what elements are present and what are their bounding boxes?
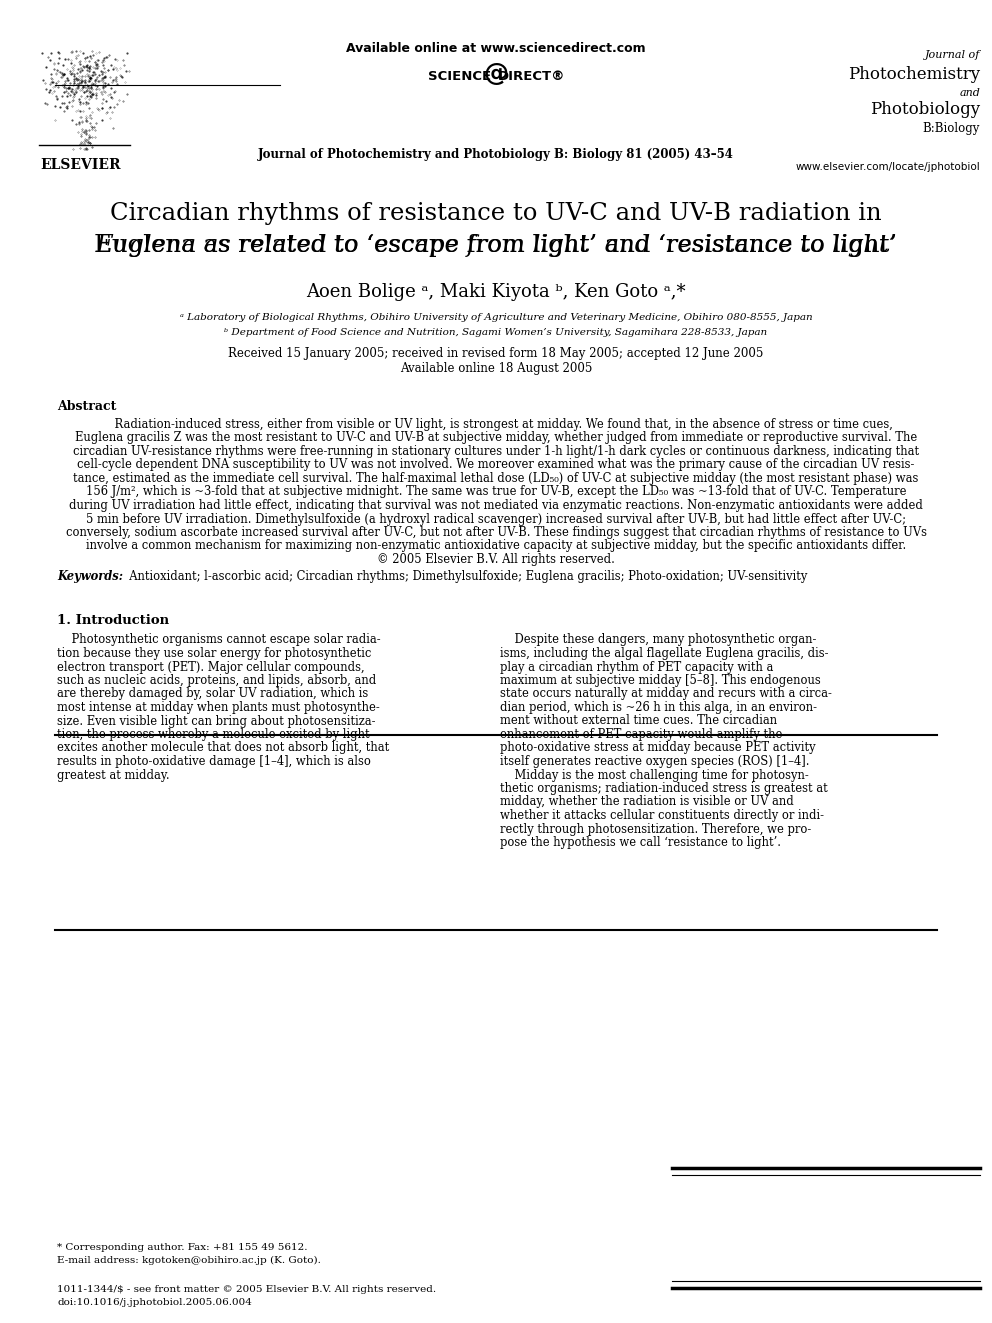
Text: conversely, sodium ascorbate increased survival after UV-C, but not after UV-B. : conversely, sodium ascorbate increased s… <box>65 527 927 538</box>
Text: Euglena gracilis Z was the most resistant to UV-C and UV-B at subjective midday,: Euglena gracilis Z was the most resistan… <box>74 431 918 445</box>
Text: enhancement of PET capacity would amplify the: enhancement of PET capacity would amplif… <box>500 728 783 741</box>
Text: electron transport (PET). Major cellular compounds,: electron transport (PET). Major cellular… <box>57 660 365 673</box>
Text: dian period, which is ~26 h in this alga, in an environ-: dian period, which is ~26 h in this alga… <box>500 701 817 714</box>
Text: www.elsevier.com/locate/jphotobiol: www.elsevier.com/locate/jphotobiol <box>796 161 980 172</box>
Text: circadian UV-resistance rhythms were free-running in stationary cultures under 1: circadian UV-resistance rhythms were fre… <box>73 445 919 458</box>
Text: tion, the process whereby a molecule excited by light: tion, the process whereby a molecule exc… <box>57 728 370 741</box>
Text: 156 J/m², which is ~3-fold that at subjective midnight. The same was true for UV: 156 J/m², which is ~3-fold that at subje… <box>85 486 907 499</box>
Text: Abstract: Abstract <box>57 400 116 413</box>
Text: ELSEVIER: ELSEVIER <box>40 157 120 172</box>
Text: excites another molecule that does not absorb light, that: excites another molecule that does not a… <box>57 741 389 754</box>
Text: ment without external time cues. The circadian: ment without external time cues. The cir… <box>500 714 777 728</box>
Text: size. Even visible light can bring about photosensitiza-: size. Even visible light can bring about… <box>57 714 376 728</box>
Text: such as nucleic acids, proteins, and lipids, absorb, and: such as nucleic acids, proteins, and lip… <box>57 673 376 687</box>
Text: during UV irradiation had little effect, indicating that survival was not mediat: during UV irradiation had little effect,… <box>69 499 923 512</box>
Text: tion because they use solar energy for photosynthetic: tion because they use solar energy for p… <box>57 647 371 660</box>
Text: are thereby damaged by, solar UV radiation, which is: are thereby damaged by, solar UV radiati… <box>57 688 368 700</box>
Text: E-mail address: kgotoken@obihiro.ac.jp (K. Goto).: E-mail address: kgotoken@obihiro.ac.jp (… <box>57 1256 320 1265</box>
Text: SCIENCE: SCIENCE <box>429 70 496 83</box>
Text: Received 15 January 2005; received in revised form 18 May 2005; accepted 12 June: Received 15 January 2005; received in re… <box>228 347 764 360</box>
Text: Photochemistry: Photochemistry <box>848 66 980 83</box>
Text: ᵇ Department of Food Science and Nutrition, Sagami Women’s University, Sagamihar: ᵇ Department of Food Science and Nutriti… <box>224 328 768 337</box>
Text: Journal of: Journal of <box>925 50 980 60</box>
Text: itself generates reactive oxygen species (ROS) [1–4].: itself generates reactive oxygen species… <box>500 755 809 767</box>
Text: maximum at subjective midday [5–8]. This endogenous: maximum at subjective midday [5–8]. This… <box>500 673 820 687</box>
Text: thetic organisms; radiation-induced stress is greatest at: thetic organisms; radiation-induced stre… <box>500 782 827 795</box>
Text: involve a common mechanism for maximizing non-enzymatic antioxidative capacity a: involve a common mechanism for maximizin… <box>86 540 906 553</box>
Text: Euglena as related to ‘escape from light’ and ‘resistance to light’: Euglena as related to ‘escape from light… <box>94 234 898 257</box>
Text: Available online 18 August 2005: Available online 18 August 2005 <box>400 363 592 374</box>
Text: doi:10.1016/j.jphotobiol.2005.06.004: doi:10.1016/j.jphotobiol.2005.06.004 <box>57 1298 252 1307</box>
Text: Circadian rhythms of resistance to UV-C and UV-B radiation in: Circadian rhythms of resistance to UV-C … <box>110 202 882 225</box>
Text: © 2005 Elsevier B.V. All rights reserved.: © 2005 Elsevier B.V. All rights reserved… <box>377 553 615 566</box>
Text: Journal of Photochemistry and Photobiology B: Biology 81 (2005) 43–54: Journal of Photochemistry and Photobiolo… <box>258 148 734 161</box>
Text: greatest at midday.: greatest at midday. <box>57 769 170 782</box>
Text: Aoen Bolige ᵃ, Maki Kiyota ᵇ, Ken Goto ᵃ,*: Aoen Bolige ᵃ, Maki Kiyota ᵇ, Ken Goto ᵃ… <box>307 283 685 302</box>
Text: Photobiology: Photobiology <box>870 101 980 118</box>
Text: photo-oxidative stress at midday because PET activity: photo-oxidative stress at midday because… <box>500 741 815 754</box>
Text: 1011-1344/$ - see front matter © 2005 Elsevier B.V. All rights reserved.: 1011-1344/$ - see front matter © 2005 El… <box>57 1285 436 1294</box>
Text: most intense at midday when plants must photosynthe-: most intense at midday when plants must … <box>57 701 380 714</box>
Text: Available online at www.sciencedirect.com: Available online at www.sciencedirect.co… <box>346 42 646 56</box>
Text: Keywords:: Keywords: <box>57 570 123 583</box>
Text: Radiation-induced stress, either from visible or UV light, is strongest at midda: Radiation-induced stress, either from vi… <box>99 418 893 431</box>
Text: isms, including the algal flagellate Euglena gracilis, dis-: isms, including the algal flagellate Eug… <box>500 647 828 660</box>
Text: Photosynthetic organisms cannot escape solar radia-: Photosynthetic organisms cannot escape s… <box>57 634 381 647</box>
Text: DIRECT®: DIRECT® <box>498 70 565 83</box>
Text: whether it attacks cellular constituents directly or indi-: whether it attacks cellular constituents… <box>500 808 824 822</box>
Text: state occurs naturally at midday and recurs with a circa-: state occurs naturally at midday and rec… <box>500 688 832 700</box>
Text: @: @ <box>483 62 509 86</box>
Text: Despite these dangers, many photosynthetic organ-: Despite these dangers, many photosynthet… <box>500 634 816 647</box>
Text: 1. Introduction: 1. Introduction <box>57 614 169 627</box>
Text: midday, whether the radiation is visible or UV and: midday, whether the radiation is visible… <box>500 795 794 808</box>
Text: and: and <box>959 89 980 98</box>
Text: cell-cycle dependent DNA susceptibility to UV was not involved. We moreover exam: cell-cycle dependent DNA susceptibility … <box>77 459 915 471</box>
Text: results in photo-oxidative damage [1–4], which is also: results in photo-oxidative damage [1–4],… <box>57 755 371 767</box>
Text: Antioxidant; l-ascorbic acid; Circadian rhythms; Dimethylsulfoxide; Euglena grac: Antioxidant; l-ascorbic acid; Circadian … <box>122 570 807 583</box>
Text: Euglena as related to ‘escape from light’ and ‘resistance to light’: Euglena as related to ‘escape from light… <box>95 234 897 257</box>
Text: B:Biology: B:Biology <box>923 122 980 135</box>
Text: ᵃ Laboratory of Biological Rhythms, Obihiro University of Agriculture and Veteri: ᵃ Laboratory of Biological Rhythms, Obih… <box>180 314 812 321</box>
Text: pose the hypothesis we call ‘resistance to light’.: pose the hypothesis we call ‘resistance … <box>500 836 781 849</box>
Text: rectly through photosensitization. Therefore, we pro-: rectly through photosensitization. There… <box>500 823 811 836</box>
Text: 5 min before UV irradiation. Dimethylsulfoxide (a hydroxyl radical scavenger) in: 5 min before UV irradiation. Dimethylsul… <box>86 512 906 525</box>
Text: tance, estimated as the immediate cell survival. The half-maximal lethal dose (L: tance, estimated as the immediate cell s… <box>73 472 919 486</box>
Text: Midday is the most challenging time for photosyn-: Midday is the most challenging time for … <box>500 769 808 782</box>
Text: * Corresponding author. Fax: +81 155 49 5612.: * Corresponding author. Fax: +81 155 49 … <box>57 1244 308 1252</box>
Text: play a circadian rhythm of PET capacity with a: play a circadian rhythm of PET capacity … <box>500 660 774 673</box>
